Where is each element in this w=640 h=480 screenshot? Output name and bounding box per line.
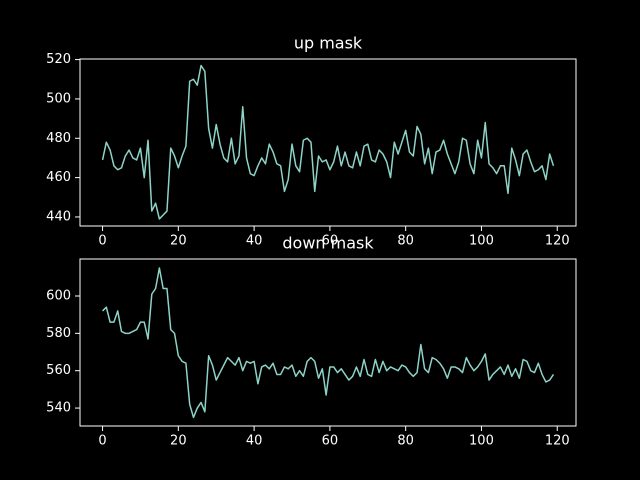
x-tick-label: 80 xyxy=(397,234,414,249)
y-tick-label: 580 xyxy=(46,326,71,341)
x-tick-label: 120 xyxy=(545,234,570,249)
x-tick-label: 100 xyxy=(469,434,494,449)
x-tick-label: 120 xyxy=(545,434,570,449)
chart-title: up mask xyxy=(294,34,363,53)
y-tick-label: 440 xyxy=(46,209,71,224)
data-line xyxy=(101,64,555,220)
x-tick-label: 20 xyxy=(170,434,187,449)
y-tick-label: 520 xyxy=(46,52,71,67)
y-tick-label: 560 xyxy=(46,363,71,378)
axes-frame xyxy=(79,58,577,227)
y-tick-label: 500 xyxy=(46,91,71,106)
y-tick-label: 600 xyxy=(46,288,71,303)
x-tick-label: 40 xyxy=(246,234,263,249)
y-tick-label: 480 xyxy=(46,131,71,146)
x-tick-label: 0 xyxy=(98,234,106,249)
chart-title: down mask xyxy=(282,234,374,253)
x-tick-label: 20 xyxy=(170,234,187,249)
y-tick-label: 540 xyxy=(46,401,71,416)
x-tick-label: 100 xyxy=(469,234,494,249)
x-tick-label: 40 xyxy=(246,434,263,449)
data-line xyxy=(102,267,555,419)
x-tick-label: 0 xyxy=(98,434,106,449)
x-tick-label: 60 xyxy=(322,434,339,449)
x-tick-label: 60 xyxy=(322,234,339,249)
axes-frame xyxy=(79,258,577,427)
y-tick-label: 460 xyxy=(46,170,71,185)
x-tick-label: 80 xyxy=(397,434,414,449)
